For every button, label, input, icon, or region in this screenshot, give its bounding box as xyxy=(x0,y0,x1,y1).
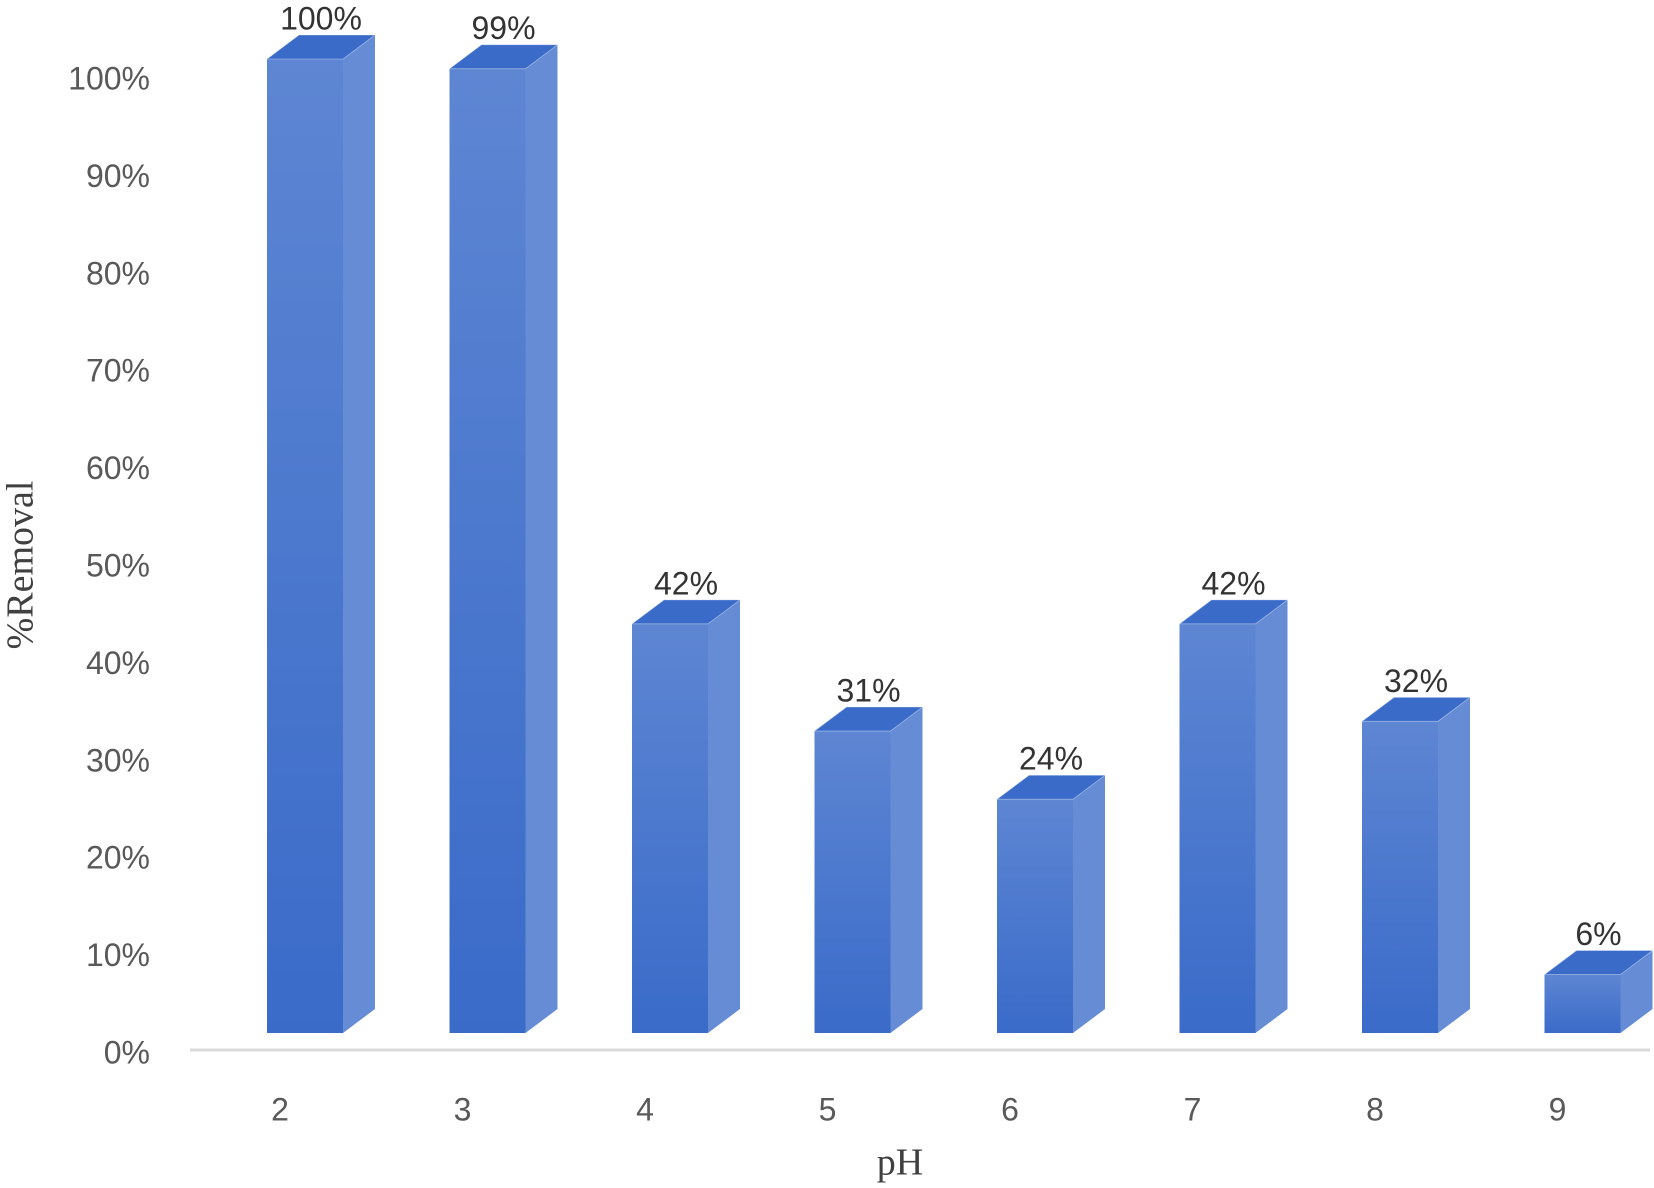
y-tick-label: 60% xyxy=(86,450,150,486)
bar-side xyxy=(1438,697,1470,1033)
bar-side xyxy=(890,707,923,1033)
y-axis-title: %Removal xyxy=(0,481,42,650)
bar-front xyxy=(1179,623,1256,1033)
y-tick-label: 40% xyxy=(86,645,150,681)
y-tick-label: 80% xyxy=(86,255,150,291)
value-label: 24% xyxy=(1019,741,1083,777)
bar-side xyxy=(708,599,740,1033)
value-label: 100% xyxy=(280,0,362,36)
bar-top xyxy=(813,706,924,732)
x-tick-label: 5 xyxy=(819,1091,837,1127)
x-tick-label: 3 xyxy=(454,1091,472,1127)
bar-side xyxy=(525,44,558,1034)
bar-top xyxy=(265,34,377,60)
value-label: 99% xyxy=(471,10,535,46)
bar-side xyxy=(1255,599,1288,1033)
y-tick-label: 20% xyxy=(86,840,150,876)
x-axis-title: pH xyxy=(877,1142,923,1184)
bar-top xyxy=(447,44,560,70)
x-tick-label: 8 xyxy=(1366,1091,1384,1127)
x-tick-label: 9 xyxy=(1549,1091,1567,1127)
bar-front xyxy=(814,731,891,1033)
bar-front xyxy=(1544,974,1621,1033)
bar-front xyxy=(1362,721,1438,1033)
y-tick-label: 10% xyxy=(86,937,150,973)
bar-front xyxy=(267,59,343,1033)
bar-side xyxy=(1620,950,1653,1033)
value-label: 42% xyxy=(1201,565,1265,601)
value-label: 31% xyxy=(836,673,900,709)
y-tick-label: 50% xyxy=(86,547,150,583)
bar-top xyxy=(995,774,1107,800)
bar-side xyxy=(1073,775,1105,1033)
y-tick-label: 30% xyxy=(86,742,150,778)
bar-side xyxy=(343,35,375,1033)
x-tick-label: 7 xyxy=(1184,1091,1202,1127)
bar-front xyxy=(997,799,1073,1033)
value-label: 6% xyxy=(1575,916,1621,952)
y-tick-label: 70% xyxy=(86,353,150,389)
bar-top xyxy=(1543,950,1654,976)
y-tick-label: 100% xyxy=(68,60,150,96)
value-label: 32% xyxy=(1384,663,1448,699)
x-tick-label: 2 xyxy=(271,1091,289,1127)
bar-front xyxy=(449,68,526,1034)
y-tick-label: 90% xyxy=(86,158,150,194)
value-label: 42% xyxy=(654,565,718,601)
bar-top xyxy=(1178,599,1289,625)
x-tick-label: 6 xyxy=(1001,1091,1019,1127)
bar-top xyxy=(630,599,742,625)
bar-top xyxy=(1360,696,1472,722)
y-tick-label: 0% xyxy=(104,1034,150,1070)
bar-front xyxy=(632,623,708,1033)
x-tick-label: 4 xyxy=(636,1091,654,1127)
